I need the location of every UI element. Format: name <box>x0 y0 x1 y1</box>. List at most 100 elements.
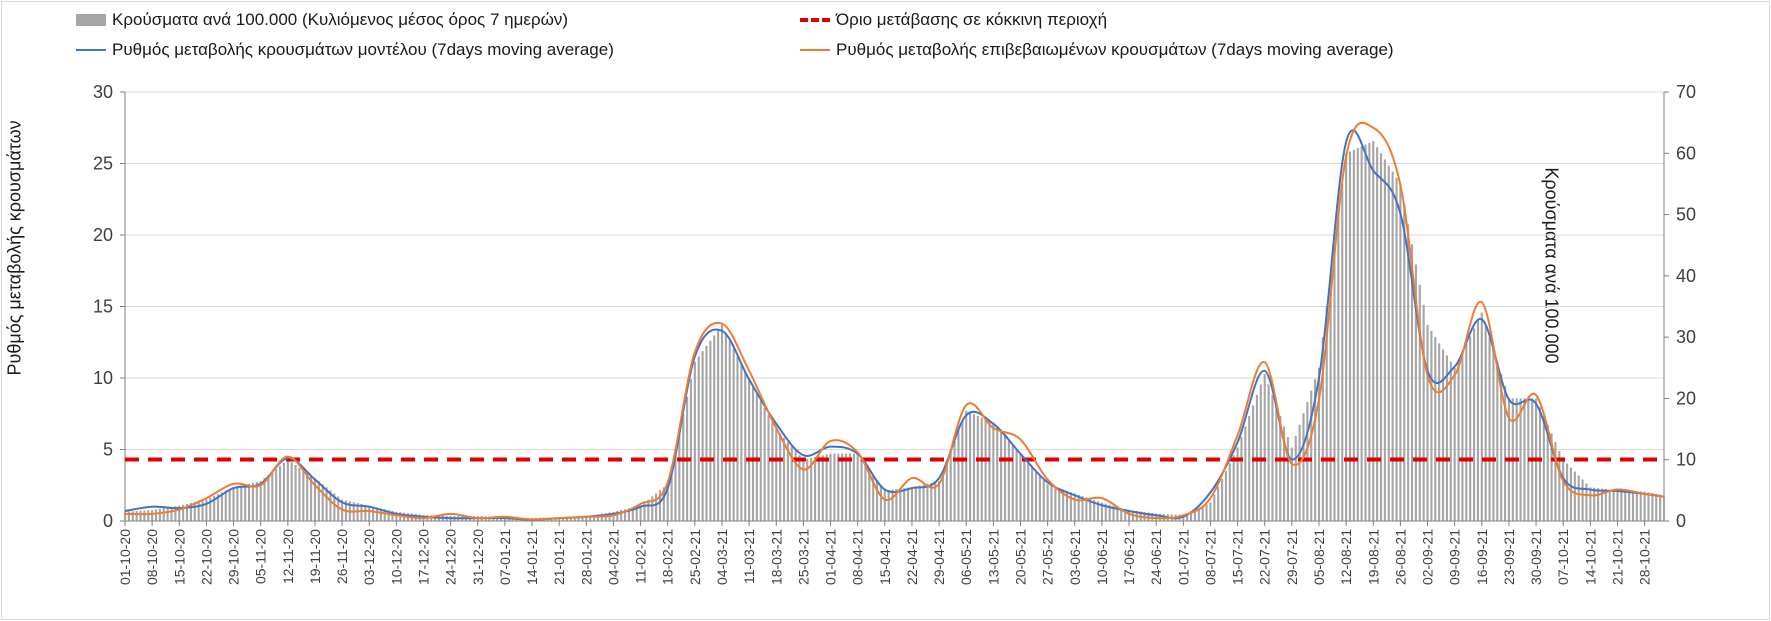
case-bar <box>1345 153 1348 522</box>
case-bar <box>240 485 243 521</box>
case-bar <box>1360 146 1363 522</box>
case-bar <box>1046 484 1049 521</box>
case-bar <box>1600 488 1604 521</box>
case-bar <box>941 471 945 521</box>
case-bar <box>1441 349 1445 521</box>
case-bar <box>945 461 948 521</box>
case-bar <box>1116 506 1119 521</box>
case-bar <box>1492 349 1495 521</box>
case-bar <box>662 487 665 521</box>
y-left-tick-label: 0 <box>103 511 113 531</box>
case-bar <box>1387 165 1390 522</box>
case-bar <box>162 508 165 521</box>
x-tick-label: 30-09-21 <box>1528 529 1544 585</box>
case-bar <box>996 427 999 521</box>
case-bar <box>1403 204 1406 521</box>
case-bar <box>965 410 968 521</box>
case-bar <box>713 335 716 521</box>
case-bar <box>856 453 859 521</box>
case-bar <box>290 462 293 521</box>
case-bar <box>1604 489 1607 521</box>
case-bar <box>790 446 793 521</box>
x-tick-label: 15-10-20 <box>171 529 187 585</box>
case-bar <box>1019 453 1022 521</box>
case-bar <box>123 511 127 521</box>
case-bar <box>740 364 743 521</box>
x-tick-label: 21-10-21 <box>1609 529 1625 585</box>
case-bar <box>1321 337 1324 521</box>
case-bar <box>1356 148 1359 521</box>
x-tick-label: 14-10-21 <box>1582 529 1598 585</box>
x-tick-label: 17-12-20 <box>415 529 431 585</box>
case-bar <box>1550 433 1553 521</box>
case-bar <box>147 510 150 521</box>
case-bar <box>1469 336 1472 521</box>
case-bar <box>1379 153 1383 522</box>
case-bar <box>697 356 700 521</box>
case-bar <box>592 514 596 521</box>
case-bar <box>682 414 685 521</box>
case-bar <box>953 440 956 521</box>
y-right-tick-label: 60 <box>1676 143 1696 163</box>
case-bar <box>802 459 805 521</box>
case-bar <box>1015 449 1018 521</box>
case-bar <box>1624 490 1627 521</box>
case-bar <box>1554 442 1557 521</box>
y-right-tick-label: 20 <box>1676 388 1696 408</box>
case-bar <box>767 415 770 521</box>
case-bar <box>1368 142 1371 521</box>
case-bar <box>278 465 282 521</box>
case-bar <box>395 511 398 521</box>
case-bar <box>1124 508 1127 521</box>
case-bar <box>1620 490 1623 521</box>
legend-swatch-model <box>76 49 106 51</box>
case-bar <box>1077 494 1080 521</box>
case-bar <box>170 506 173 521</box>
case-bar <box>961 420 964 521</box>
case-bar <box>612 511 615 521</box>
case-bar <box>883 490 886 521</box>
x-tick-label: 22-07-21 <box>1257 529 1273 585</box>
case-bar <box>205 499 208 521</box>
case-bar <box>1193 509 1197 521</box>
case-bar <box>1631 491 1635 521</box>
x-tick-label: 08-04-21 <box>850 529 866 585</box>
y-left-tick-label: 5 <box>103 440 113 460</box>
case-bar <box>810 457 813 521</box>
case-bar <box>907 487 910 521</box>
case-bar <box>1271 394 1274 521</box>
case-bar <box>794 450 797 521</box>
case-bar <box>1182 514 1185 521</box>
case-bar <box>1573 471 1576 521</box>
case-bar <box>1263 373 1266 521</box>
case-bar <box>1093 499 1096 521</box>
case-bar <box>1283 426 1286 521</box>
case-bar <box>127 511 130 521</box>
case-bar <box>930 482 933 521</box>
case-bar <box>1267 384 1270 521</box>
case-bar <box>1248 415 1251 521</box>
case-bar <box>1000 431 1003 521</box>
case-bar <box>984 419 987 521</box>
y-left-tick-label: 30 <box>93 82 113 102</box>
legend-item-confirmed: Ρυθμός μεταβολής επιβεβαιωμένων κρουσμάτ… <box>800 40 1394 60</box>
case-bar <box>1449 361 1452 521</box>
case-bar <box>1042 479 1045 521</box>
case-bar <box>313 478 317 521</box>
case-bar <box>1217 486 1220 521</box>
x-tick-label: 11-03-21 <box>741 529 757 584</box>
case-bar <box>1484 324 1487 521</box>
y-right-tick-label: 30 <box>1676 327 1696 347</box>
x-tick-label: 16-09-21 <box>1474 529 1490 585</box>
case-bar <box>1112 505 1115 521</box>
x-tick-label: 01-10-20 <box>117 529 133 585</box>
case-bar <box>329 490 332 521</box>
case-bar <box>247 483 251 521</box>
case-bar <box>728 340 731 521</box>
x-tick-label: 10-12-20 <box>388 529 404 585</box>
case-bar <box>1426 324 1429 521</box>
case-bar <box>674 449 677 521</box>
case-bar <box>383 509 386 521</box>
case-bar <box>1659 494 1662 521</box>
legend-label-confirmed: Ρυθμός μεταβολής επιβεβαιωμένων κρουσμάτ… <box>836 40 1394 59</box>
